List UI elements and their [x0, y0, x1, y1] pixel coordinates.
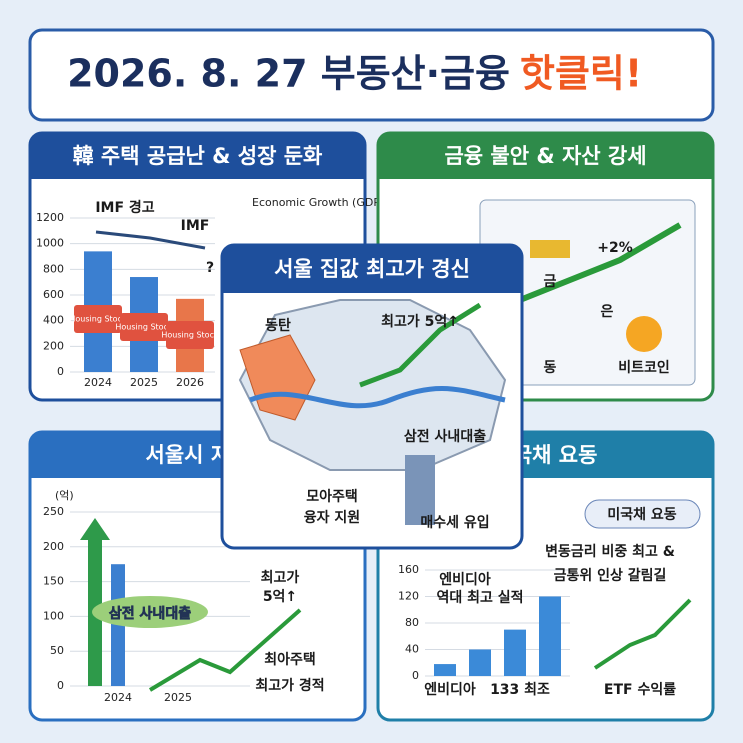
y-tick-label: 400: [43, 314, 64, 327]
x-label: ETF 수익률: [604, 681, 676, 698]
y-tick-label: 0: [57, 365, 64, 378]
bar: [504, 629, 526, 676]
bar-label: Housing Stock: [69, 315, 127, 324]
x-tick-label: 2026: [176, 376, 204, 389]
bar: [469, 649, 491, 676]
river: [249, 385, 506, 409]
y-tick-label: 1200: [36, 211, 64, 224]
annotation: IMF 경고: [95, 199, 154, 216]
header-highlight: 핫클릭!: [520, 52, 642, 96]
bar-label: Housing Stock: [115, 323, 173, 332]
label: 최고가 경적: [255, 677, 324, 694]
label: 5억↑: [263, 589, 297, 605]
callout: 엔비디아: [439, 571, 491, 588]
panel-header: [222, 245, 522, 293]
annotation: ?: [206, 260, 214, 276]
building: [405, 455, 435, 525]
asset-label: 동: [544, 360, 557, 376]
legend: Economic Growth (GDP): [252, 196, 384, 209]
label: 모아주택: [306, 488, 358, 505]
badge-label: 미국채 요동: [607, 507, 676, 523]
bitcoin-icon: [626, 316, 662, 352]
label: 최고가: [261, 570, 300, 586]
asset-label: +2%: [597, 240, 633, 256]
label: 삼전 사내대출: [109, 605, 191, 622]
y-tick-label: 160: [398, 563, 419, 576]
bar-label: Housing Stock: [161, 331, 219, 340]
y-tick-label: 0: [57, 679, 64, 692]
green-arrow: [80, 518, 110, 686]
y-tick-label: 600: [43, 288, 64, 301]
label-box: [166, 321, 214, 349]
label: 매수세 유입: [420, 515, 489, 531]
trend-line: [95, 230, 206, 250]
bar: [434, 664, 456, 676]
panel-title: 韓 주택 공급난 & 성장 둔화: [73, 144, 323, 168]
x-label: 133 최조: [490, 682, 550, 698]
label: 동탄: [265, 317, 291, 334]
y-tick-label: 40: [405, 643, 419, 656]
asset-label: 비트코인: [618, 359, 670, 376]
y-tick-label: 1000: [36, 237, 64, 250]
label: 융자 지원: [304, 510, 360, 526]
label: 삼전 사내대출: [404, 428, 486, 445]
label-box: [74, 305, 122, 333]
cloud: [92, 596, 208, 628]
y-tick-label: 200: [43, 540, 64, 553]
panel-header: [378, 133, 713, 179]
label: 최고가 5억↑: [381, 314, 459, 330]
asset-label: 금: [544, 274, 557, 290]
x-tick-label: 2024: [84, 376, 112, 389]
y-tick-label: 250: [43, 505, 64, 518]
y-tick-label: 0: [412, 669, 419, 682]
x-tick-label: 2025: [130, 376, 158, 389]
y-tick-label: 100: [43, 609, 64, 622]
header-title: 2026. 8. 27 부동산·금융: [67, 52, 510, 96]
gold-icon: [530, 240, 570, 258]
badge: [584, 499, 701, 529]
y-tick-label: 150: [43, 575, 64, 588]
seoul-map: [238, 299, 507, 471]
annotation: IMF: [181, 218, 210, 234]
panel-header: [30, 133, 365, 179]
callout: 역대 최고 실적: [436, 589, 523, 606]
etf-line: [593, 598, 692, 670]
unit-label: (억): [55, 489, 74, 502]
panel-title: 서울 집값 최고가 경신: [274, 257, 470, 281]
header-box: [28, 28, 715, 122]
y-tick-label: 50: [50, 644, 64, 657]
y-tick-label: 80: [405, 616, 419, 629]
bar: [539, 596, 561, 676]
headline: 금통위 인상 갈림길: [554, 567, 667, 584]
asset-label: 은: [601, 304, 614, 320]
label: 최아주택: [264, 651, 316, 668]
y-tick-label: 200: [43, 339, 64, 352]
y-tick-label: 120: [398, 590, 419, 603]
rise-line: [148, 608, 302, 692]
panel-title: 금융 불안 & 자산 강세: [444, 144, 646, 168]
x-tick-label: 2025: [164, 691, 192, 704]
y-tick-label: 800: [43, 262, 64, 275]
x-label: 엔비디아: [424, 681, 476, 698]
label-box: [120, 313, 168, 341]
price-arrow: [359, 302, 482, 388]
x-tick-label: 2024: [104, 691, 132, 704]
headline: 변동금리 비중 최고 &: [545, 544, 675, 560]
